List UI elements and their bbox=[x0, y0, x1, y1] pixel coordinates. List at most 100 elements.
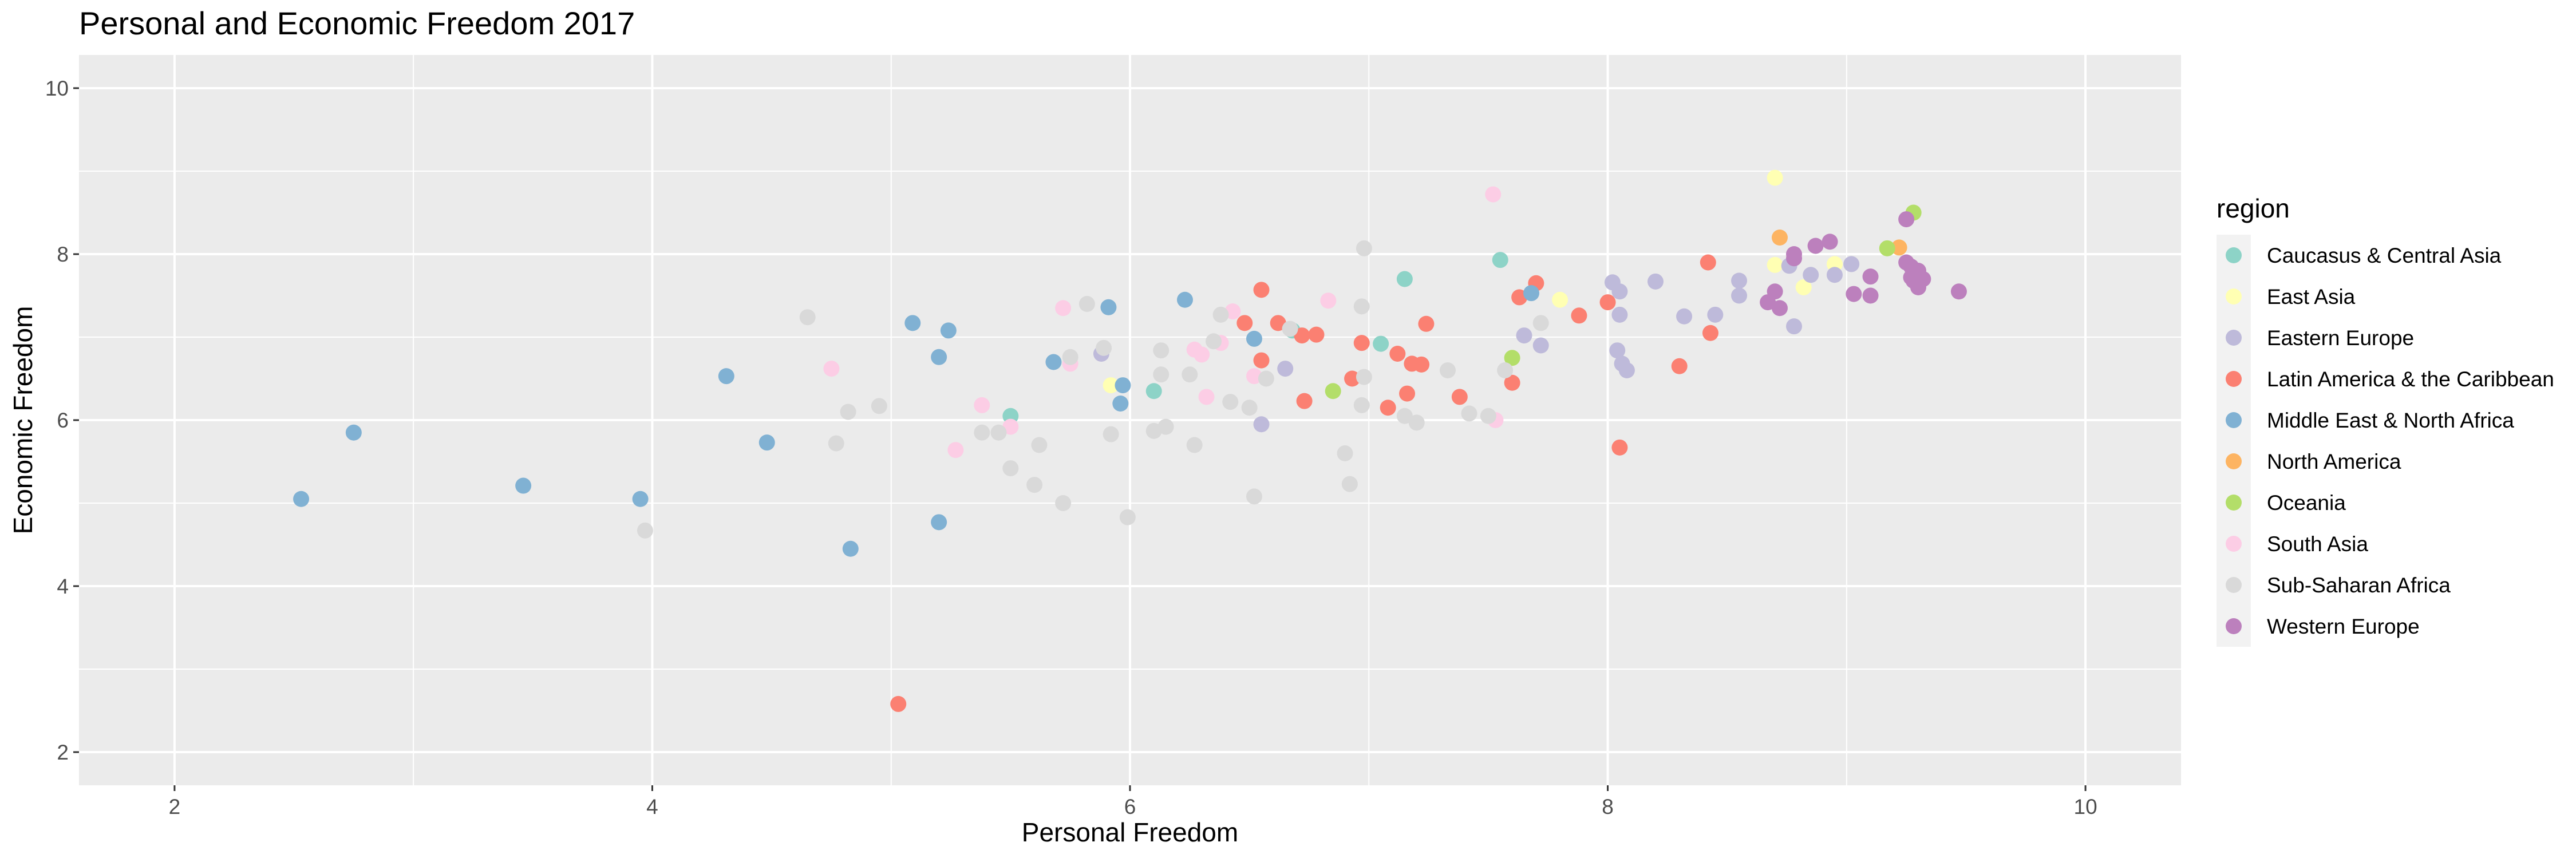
data-point bbox=[1807, 238, 1824, 254]
data-point bbox=[1241, 400, 1258, 416]
data-point bbox=[1599, 294, 1616, 311]
data-point bbox=[1337, 445, 1353, 461]
data-point bbox=[1153, 366, 1170, 383]
legend-label: East Asia bbox=[2267, 285, 2356, 309]
data-point bbox=[1771, 230, 1788, 246]
y-tick-label: 6 bbox=[57, 409, 69, 432]
legend-label: South Asia bbox=[2267, 532, 2368, 556]
legend-item: Latin America & the Caribbean bbox=[2217, 358, 2554, 400]
data-point bbox=[1609, 342, 1626, 359]
data-point bbox=[1341, 476, 1358, 492]
legend-key bbox=[2226, 330, 2242, 346]
data-point bbox=[1532, 337, 1549, 354]
data-point bbox=[1236, 315, 1253, 331]
data-point bbox=[1700, 254, 1716, 271]
data-point bbox=[1618, 362, 1635, 378]
data-point bbox=[1153, 342, 1170, 359]
data-point bbox=[1194, 346, 1210, 363]
data-point bbox=[1296, 393, 1313, 409]
data-point bbox=[1767, 283, 1783, 300]
data-point bbox=[1308, 326, 1325, 343]
data-point bbox=[1294, 327, 1310, 344]
data-point bbox=[1399, 385, 1416, 402]
data-point bbox=[293, 491, 310, 507]
data-point bbox=[1822, 234, 1838, 250]
data-point bbox=[1246, 368, 1262, 385]
legend-key bbox=[2226, 453, 2242, 469]
data-point bbox=[940, 322, 957, 339]
data-point bbox=[1771, 300, 1788, 317]
data-point bbox=[1786, 318, 1803, 335]
data-point bbox=[1002, 460, 1019, 477]
x-axis-ticks: 2 4 6 8 10 bbox=[169, 785, 2097, 819]
data-point bbox=[1380, 400, 1396, 416]
legend-item: East Asia bbox=[2217, 276, 2356, 317]
data-point bbox=[1396, 271, 1413, 287]
data-point bbox=[718, 368, 734, 385]
data-point bbox=[1182, 366, 1198, 383]
x-axis-title: Personal Freedom bbox=[1022, 817, 1238, 847]
chart-title: Personal and Economic Freedom 2017 bbox=[79, 5, 635, 41]
legend-key bbox=[2226, 412, 2242, 428]
data-point bbox=[1504, 374, 1520, 391]
x-tick-label: 2 bbox=[169, 795, 181, 819]
series-3 bbox=[890, 254, 1718, 712]
data-point bbox=[1270, 315, 1286, 331]
data-point bbox=[1707, 306, 1724, 323]
data-point bbox=[1915, 271, 1931, 287]
data-point bbox=[637, 522, 653, 539]
data-point bbox=[1145, 383, 1162, 400]
legend-item: Eastern Europe bbox=[2217, 317, 2414, 358]
data-point bbox=[1176, 291, 1193, 308]
data-point bbox=[1611, 306, 1628, 323]
data-point bbox=[1258, 370, 1274, 387]
data-point bbox=[1157, 418, 1174, 435]
data-point bbox=[1676, 308, 1693, 325]
data-point bbox=[1045, 354, 1062, 370]
data-point bbox=[1062, 349, 1078, 365]
legend-key bbox=[2226, 577, 2242, 593]
series-8 bbox=[637, 240, 1549, 539]
data-point bbox=[1222, 394, 1239, 410]
legend-label: Eastern Europe bbox=[2267, 326, 2414, 350]
data-point bbox=[1055, 300, 1072, 317]
x-tick-label: 6 bbox=[1124, 795, 1136, 819]
data-point bbox=[1212, 306, 1229, 323]
data-point bbox=[1408, 414, 1425, 431]
data-point bbox=[1253, 416, 1270, 433]
data-point bbox=[1480, 408, 1496, 424]
data-point bbox=[1078, 296, 1095, 312]
legend-item: North America bbox=[2217, 441, 2401, 482]
data-point bbox=[758, 434, 775, 451]
x-tick-label: 8 bbox=[1602, 795, 1614, 819]
y-tick-label: 8 bbox=[57, 243, 69, 266]
series-5 bbox=[1771, 230, 1907, 256]
data-point bbox=[1731, 287, 1748, 304]
data-point bbox=[1119, 509, 1136, 525]
y-axis-ticks: 2 4 6 8 10 bbox=[45, 77, 79, 764]
data-point bbox=[1396, 408, 1413, 424]
y-tick-label: 10 bbox=[45, 77, 69, 100]
data-point bbox=[632, 491, 649, 507]
data-point bbox=[931, 349, 947, 365]
y-tick-label: 4 bbox=[57, 575, 69, 598]
data-point bbox=[1353, 397, 1370, 413]
data-point bbox=[1206, 333, 1222, 350]
data-point bbox=[1731, 272, 1748, 289]
data-point bbox=[974, 397, 990, 413]
data-point bbox=[1803, 267, 1819, 283]
data-point bbox=[1862, 268, 1879, 285]
legend-label: Caucasus & Central Asia bbox=[2267, 244, 2502, 267]
data-point bbox=[1413, 356, 1430, 373]
data-point bbox=[823, 361, 840, 377]
major-gridlines bbox=[79, 55, 2181, 785]
data-point bbox=[1186, 437, 1203, 453]
data-point bbox=[799, 309, 816, 326]
data-point bbox=[904, 315, 921, 331]
data-point bbox=[1843, 256, 1860, 272]
data-point bbox=[974, 424, 990, 441]
data-point bbox=[1418, 315, 1435, 332]
data-point bbox=[1115, 377, 1131, 394]
data-point bbox=[1702, 325, 1718, 341]
